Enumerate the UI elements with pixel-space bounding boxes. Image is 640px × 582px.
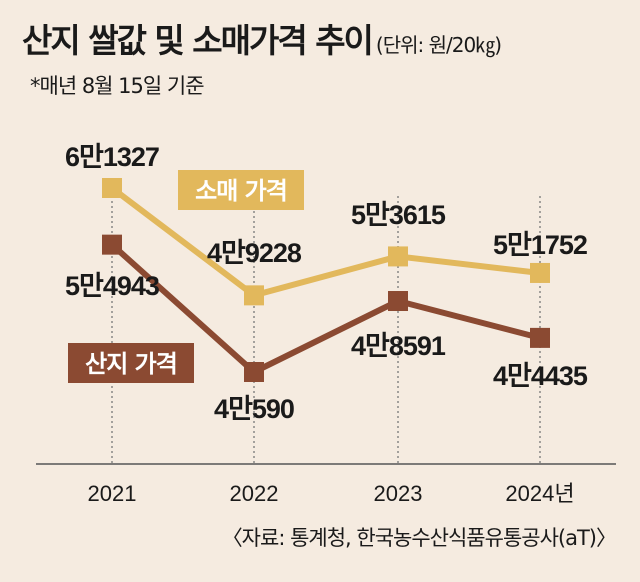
data-point-0-2: [388, 246, 408, 267]
data-label-1-1: 4만590: [214, 394, 294, 424]
data-point-1-0: [102, 234, 122, 255]
data-label-0-3: 5만1752: [493, 230, 587, 260]
data-point-0-1: [244, 285, 264, 306]
x-tick-label-3: 2024년: [505, 481, 574, 506]
data-point-1-2: [388, 291, 408, 312]
data-label-0-2: 5만3615: [351, 200, 446, 230]
data-label-0-0: 6만1327: [65, 142, 159, 172]
chart-note: *매년 8월 15일 기준: [30, 74, 205, 98]
legend-tag-label-1: 산지 가격: [85, 350, 177, 378]
chart-header: 산지 쌀값 및 소매가격 추이 (단위: 원/20㎏): [22, 14, 502, 62]
legend-tag-box-0: [178, 170, 304, 210]
chart-title: 산지 쌀값 및 소매가격 추이: [22, 21, 374, 60]
x-tick-label-1: 2022: [230, 481, 279, 506]
data-point-1-1: [244, 362, 264, 382]
source-note: 〈자료: 통계청, 한국농수산식품유통공사(aT)〉: [221, 526, 617, 550]
legend-tag-box-1: [68, 343, 194, 383]
x-tick-label-0: 2021: [88, 481, 137, 506]
unit-label: (단위: 원/20㎏): [375, 33, 502, 57]
data-label-0-1: 4만9228: [207, 238, 302, 268]
data-label-1-0: 5만4943: [65, 271, 160, 301]
series-line-1: [109, 242, 541, 375]
series-line-0: [110, 185, 541, 299]
data-point-0-0: [102, 178, 122, 198]
data-label-1-3: 4만4435: [493, 361, 588, 391]
legend-tag-label-0: 소매 가격: [195, 177, 287, 205]
data-point-1-3: [530, 327, 550, 348]
x-tick-label-2: 2023: [374, 481, 423, 506]
data-label-1-2: 4만8591: [351, 331, 446, 361]
data-point-0-3: [530, 262, 550, 283]
